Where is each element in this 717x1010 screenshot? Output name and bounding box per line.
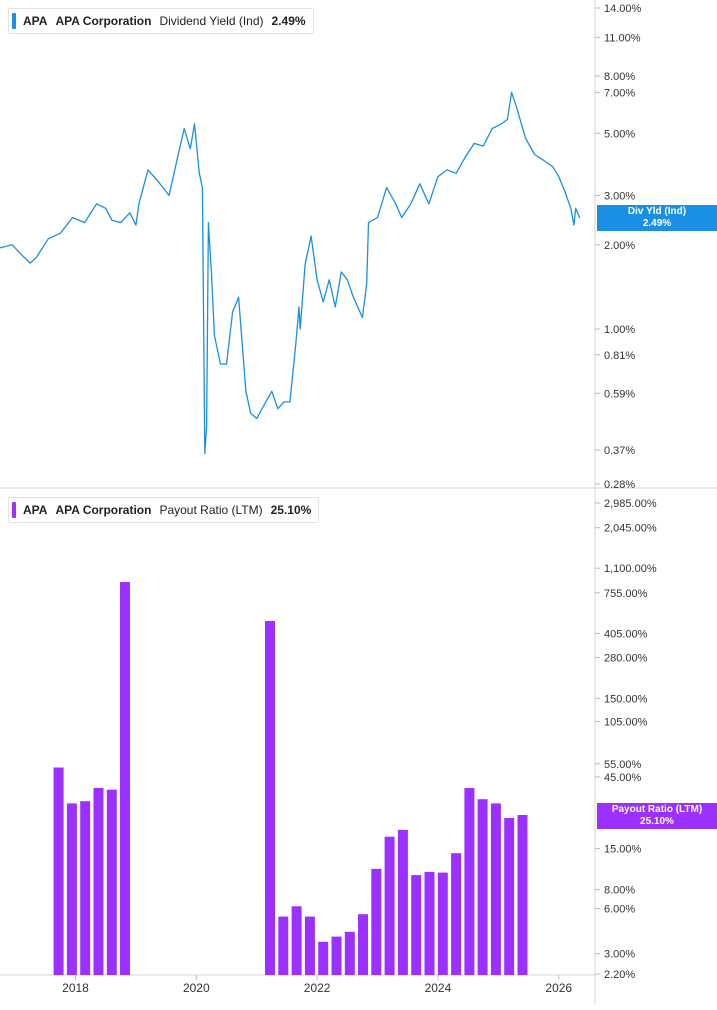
payout-ratio-bar [331,936,342,975]
payout-ratio-bar [451,853,462,975]
div-yield-y-tick-label: 0.59% [604,388,635,400]
div-yield-y-tick-label: 0.28% [604,479,635,491]
axis-layer: 14.00% 11.00% 8.00% 7.00% 5.00% 3.00% 2.00% 1.0… [0,0,657,1005]
value-tag-dividend-yield: Div Yld (Ind) 2.49% [597,205,717,231]
div-yield-y-tick-label: 7.00% [604,87,635,99]
x-tick-label: 2022 [304,981,331,995]
value-tag-value: 2.49% [642,218,672,229]
legend-ticker: APA [23,14,48,28]
payout-y-tick-label: 150.00% [604,693,648,705]
x-tick-label: 2024 [425,981,452,995]
payout-ratio-bar [384,836,395,975]
legend-metric: Payout Ratio (LTM) [159,503,263,517]
div-yield-y-tick-label: 0.37% [604,445,635,457]
payout-ratio-bar [517,815,528,975]
payout-y-tick-label: 2,985.00% [604,498,657,510]
legend-dividend-yield: APA APA Corporation Dividend Yield (Ind)… [8,8,314,34]
payout-ratio-bar [397,829,408,975]
payout-ratio-bar [437,872,448,975]
div-yield-y-tick-label: 1.00% [604,324,635,336]
payout-y-tick-label: 105.00% [604,717,648,729]
value-tag-value: 25.10% [640,816,674,827]
payout-ratio-bar [371,868,382,975]
payout-ratio-bar [265,621,275,975]
payout-ratio-bar [53,767,64,975]
x-tick-label: 2018 [62,981,89,995]
div-yield-y-tick-label: 11.00% [604,32,641,44]
value-tag-payout-ratio: Payout Ratio (LTM) 25.10% [597,803,717,829]
payout-ratio-bar [464,788,475,975]
payout-ratio-bar [358,914,368,975]
payout-ratio-bar [490,803,501,975]
payout-y-tick-label: 6.00% [604,903,635,915]
legend-swatch-dividend-yield [12,13,16,29]
payout-ratio-bar [304,916,315,975]
dividend-yield-line [0,91,581,455]
legend-company: APA Corporation [55,14,152,28]
payout-ratio-bar [477,799,488,975]
legend-company: APA Corporation [55,503,152,517]
payout-y-tick-label: 45.00% [604,772,642,784]
payout-y-tick-label: 15.00% [604,844,642,856]
payout-ratio-bar [291,906,302,975]
payout-y-tick-label: 2.20% [604,969,635,981]
legend-value: 25.10% [270,503,312,517]
div-yield-y-tick-label: 14.00% [604,3,642,15]
payout-y-tick-label: 755.00% [604,588,648,600]
payout-y-tick-label: 280.00% [604,653,648,665]
div-yield-y-tick-label: 3.00% [604,190,635,202]
payout-ratio-bar [66,803,77,975]
payout-ratio-bar [93,788,104,975]
legend-metric: Dividend Yield (Ind) [159,14,264,28]
payout-ratio-bar [278,916,289,975]
div-yield-y-tick-label: 8.00% [604,71,635,83]
payout-ratio-bar [80,801,91,975]
payout-y-tick-label: 55.00% [604,759,642,771]
payout-y-tick-label: 1,100.00% [604,563,657,575]
payout-y-tick-label: 3.00% [604,949,635,961]
legend-ticker: APA [23,503,48,517]
series-layer [0,91,581,975]
legend-swatch-payout-ratio [12,502,16,518]
payout-ratio-bar [411,875,422,975]
div-yield-y-tick-label: 5.00% [604,128,635,140]
legend-payout-ratio: APA APA Corporation Payout Ratio (LTM) 2… [8,497,320,523]
div-yield-y-tick-label: 2.00% [604,240,635,252]
payout-ratio-bar [120,582,130,975]
x-tick-label: 2026 [545,981,572,995]
legend-value: 2.49% [271,14,306,28]
payout-y-tick-label: 8.00% [604,885,635,897]
x-tick-label: 2020 [183,981,210,995]
value-tag-label: Div Yld (Ind) [627,206,687,217]
payout-y-tick-label: 405.00% [604,628,648,640]
payout-ratio-bar [106,789,117,975]
value-tag-label: Payout Ratio (LTM) [611,804,703,815]
payout-ratio-bar [344,931,355,975]
payout-ratio-bar [424,871,435,975]
payout-ratio-bar [318,941,329,975]
div-yield-y-tick-label: 0.81% [604,350,635,362]
payout-ratio-bar [504,818,515,975]
payout-y-tick-label: 2,045.00% [604,523,657,535]
